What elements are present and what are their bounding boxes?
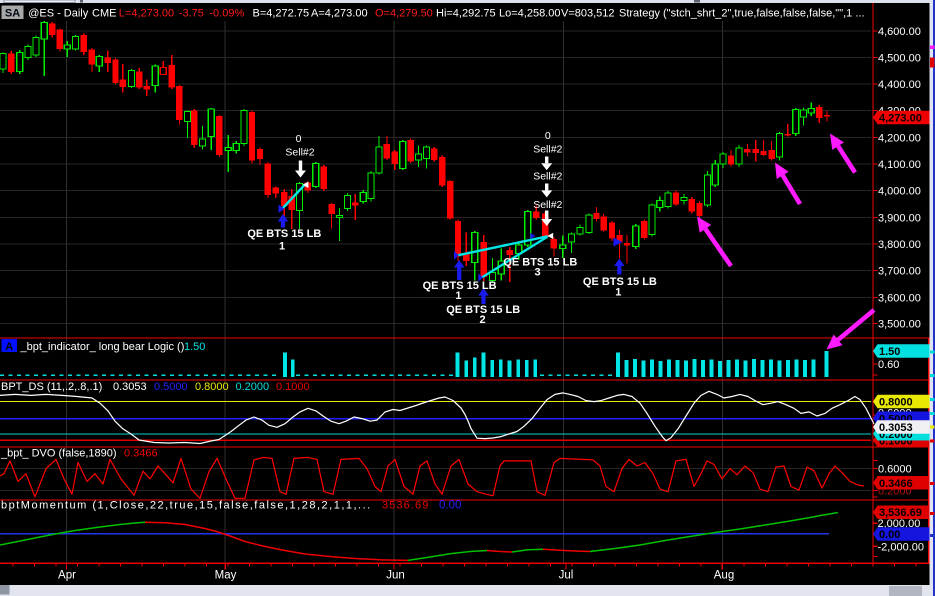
svg-text:3,700.00: 3,700.00 [878,266,921,278]
svg-text:Jul: Jul [559,570,574,582]
svg-text:O=4,279.50: O=4,279.50 [375,8,433,20]
svg-text:2: 2 [479,314,485,326]
svg-text:QE BTS 15 LB: QE BTS 15 LB [583,276,657,288]
svg-text:3,600.00: 3,600.00 [878,293,921,305]
svg-text:0.3466: 0.3466 [124,448,158,460]
svg-text:0.3053: 0.3053 [879,422,913,434]
svg-text:bptMomentum (1,Close,22,true,1: bptMomentum (1,Close,22,true,15,false,fa… [1,500,372,512]
svg-text:0.8000: 0.8000 [879,397,913,409]
svg-text:1: 1 [279,241,285,253]
svg-text:CME: CME [92,8,116,20]
svg-text:-2,000.00: -2,000.00 [878,541,924,553]
svg-text:1.50: 1.50 [184,341,205,353]
svg-text:0.6000: 0.6000 [878,464,912,476]
svg-text:-3.75: -3.75 [179,8,204,20]
svg-text:0.1000: 0.1000 [276,381,310,393]
svg-text:3,536.69: 3,536.69 [879,507,922,519]
svg-text:@ES - Daily: @ES - Daily [28,8,89,20]
svg-text:Sell#2: Sell#2 [533,199,562,211]
svg-text:May: May [215,570,237,582]
svg-text:Lo=4,258.00: Lo=4,258.00 [499,8,560,20]
svg-text:3,500.00: 3,500.00 [878,319,921,331]
svg-text:3: 3 [534,267,540,279]
svg-text:Aug: Aug [714,570,734,582]
svg-text:Sell#2: Sell#2 [285,147,314,159]
svg-text:Sell#2: Sell#2 [533,171,562,183]
svg-text:QE BTS 15 LB: QE BTS 15 LB [446,304,520,316]
svg-text:0.5000: 0.5000 [154,381,188,393]
svg-text:4,400.00: 4,400.00 [878,79,921,91]
svg-text:0.00: 0.00 [879,529,900,541]
svg-text:3,900.00: 3,900.00 [878,213,921,225]
svg-text:1: 1 [455,290,461,302]
svg-text:1: 1 [615,286,621,298]
svg-text:A=4,273.00: A=4,273.00 [311,8,368,20]
svg-text:QE BTS 15 LB: QE BTS 15 LB [423,280,497,292]
svg-text:-0.09%: -0.09% [209,8,244,20]
svg-text:Strategy ("stch_shrt_2",true,f: Strategy ("stch_shrt_2",true,false,false… [619,8,865,20]
svg-text:SA: SA [5,8,20,20]
svg-text:0.00: 0.00 [439,500,461,512]
svg-text:3,800.00: 3,800.00 [878,239,921,251]
svg-text:QE BTS 15 LB: QE BTS 15 LB [503,257,577,269]
svg-text:4,500.00: 4,500.00 [878,53,921,65]
svg-text:0.3053: 0.3053 [113,381,147,393]
svg-text:B=4,272.75: B=4,272.75 [253,8,310,20]
svg-text:Hi=4,292.75: Hi=4,292.75 [436,8,496,20]
svg-text:0.8000: 0.8000 [195,381,229,393]
svg-text:_bpt_indicator_ long bear Logi: _bpt_indicator_ long bear Logic () [20,341,185,353]
svg-text:0: 0 [545,130,551,142]
svg-text:V=803,512: V=803,512 [561,8,615,20]
svg-text:_bpt_ DVO (false,1890): _bpt_ DVO (false,1890) [0,448,117,460]
svg-text:BPT_DS (11,.2,.8,.1): BPT_DS (11,.2,.8,.1) [1,381,102,393]
svg-text:4,273.00: 4,273.00 [879,113,922,125]
svg-text:A: A [5,341,13,353]
svg-text:2,000.00: 2,000.00 [878,518,921,530]
svg-text:4,200.00: 4,200.00 [878,133,921,145]
svg-text:QE BTS 15 LB: QE BTS 15 LB [247,228,321,240]
svg-text:4,000.00: 4,000.00 [878,186,921,198]
svg-text:Jun: Jun [386,570,405,582]
svg-text:4,100.00: 4,100.00 [878,159,921,171]
svg-text:Sell#2: Sell#2 [533,144,562,156]
svg-text:4,600.00: 4,600.00 [878,26,921,38]
svg-text:0.3466: 0.3466 [879,478,913,490]
svg-text:3536.69: 3536.69 [382,500,429,512]
svg-text:0.60: 0.60 [878,359,899,371]
svg-text:Apr: Apr [58,570,76,582]
svg-text:0: 0 [296,133,302,145]
svg-text:1.50: 1.50 [879,346,900,358]
svg-text:0.2000: 0.2000 [236,381,270,393]
svg-text:L=4,273.00: L=4,273.00 [119,8,174,20]
